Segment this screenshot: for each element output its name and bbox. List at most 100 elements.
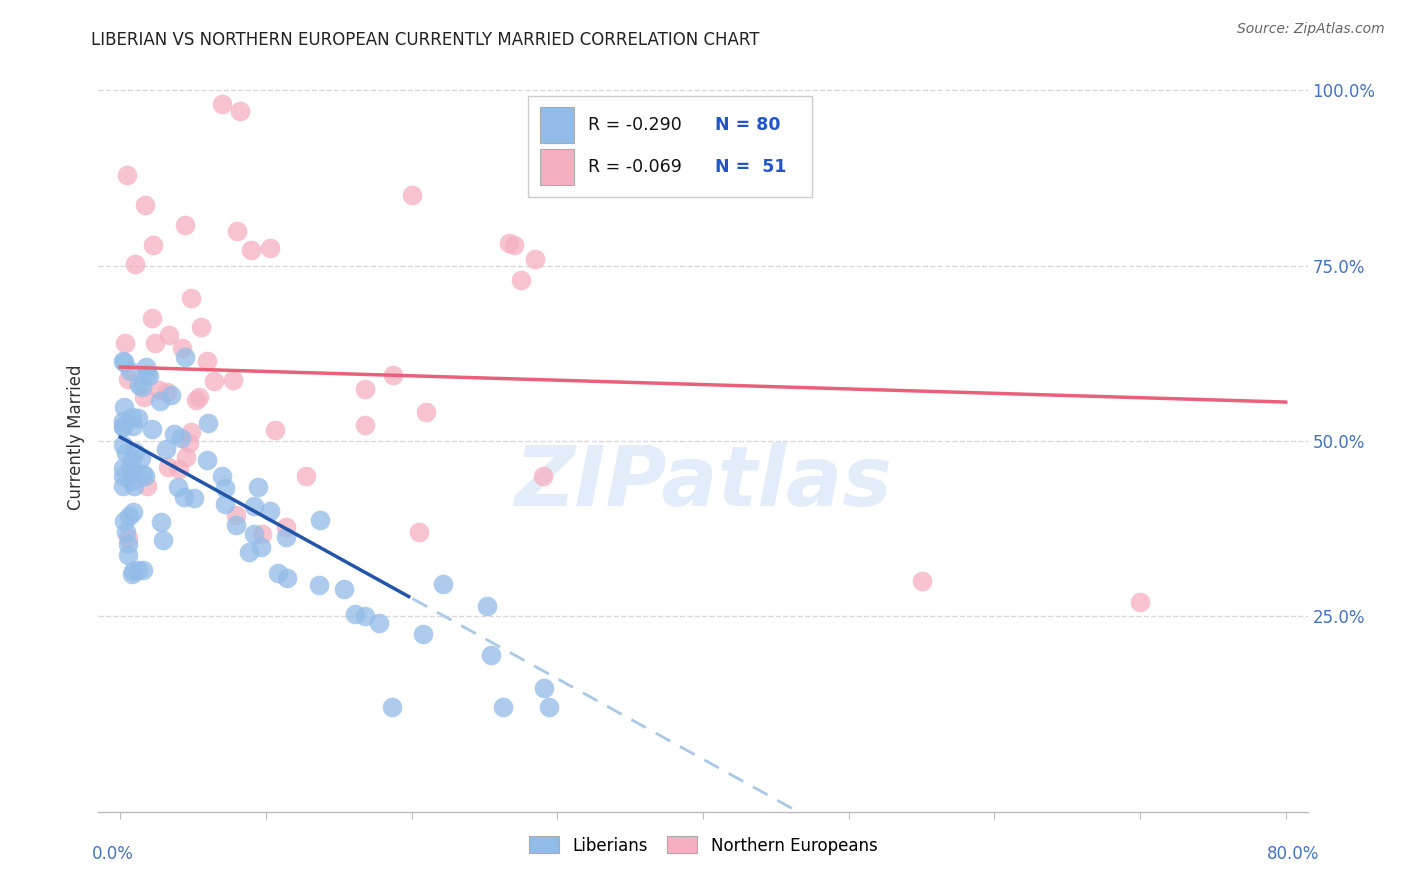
Point	[150, 515, 173, 529]
Point	[169, 431, 191, 445]
Point	[131, 380, 153, 394]
Point	[353, 609, 375, 624]
Point	[222, 373, 245, 387]
Y-axis label: Currently Married: Currently Married	[66, 364, 84, 510]
Point	[128, 377, 150, 392]
Point	[118, 364, 141, 378]
Point	[229, 104, 252, 119]
Point	[148, 383, 170, 397]
Point	[138, 368, 160, 383]
Point	[141, 422, 163, 436]
Point	[538, 699, 561, 714]
Point	[498, 236, 520, 251]
Point	[121, 410, 143, 425]
Point	[152, 533, 174, 547]
Point	[343, 607, 366, 622]
Text: R = -0.069: R = -0.069	[588, 159, 682, 177]
Point	[112, 437, 135, 451]
Point	[135, 359, 157, 374]
Point	[195, 353, 218, 368]
Point	[173, 219, 195, 233]
Point	[132, 391, 155, 405]
Point	[479, 648, 502, 662]
Point	[117, 548, 139, 562]
Point	[163, 427, 186, 442]
Point	[195, 453, 218, 467]
Point	[112, 354, 135, 368]
Point	[157, 327, 180, 342]
Point	[134, 469, 156, 483]
Point	[197, 416, 219, 430]
Point	[190, 320, 212, 334]
Text: 80.0%: 80.0%	[1267, 845, 1319, 863]
Point	[142, 238, 165, 252]
Point	[475, 599, 498, 613]
Point	[188, 390, 211, 404]
Point	[176, 450, 198, 464]
Point	[127, 563, 149, 577]
FancyBboxPatch shape	[527, 96, 811, 197]
Point	[533, 681, 555, 696]
Text: N = 80: N = 80	[716, 116, 780, 134]
Point	[412, 627, 434, 641]
Point	[132, 563, 155, 577]
Point	[177, 436, 200, 450]
Point	[250, 527, 273, 541]
FancyBboxPatch shape	[540, 107, 574, 143]
Point	[243, 499, 266, 513]
Point	[267, 566, 290, 581]
Point	[401, 188, 423, 202]
Point	[121, 475, 143, 489]
Point	[249, 540, 271, 554]
Point	[308, 513, 330, 527]
Point	[112, 468, 135, 483]
Point	[225, 223, 247, 237]
Point	[180, 291, 202, 305]
Point	[121, 505, 143, 519]
Point	[136, 479, 159, 493]
Point	[368, 615, 391, 630]
Point	[115, 168, 138, 182]
Point	[243, 526, 266, 541]
Point	[211, 97, 233, 112]
Point	[263, 423, 285, 437]
Point	[184, 392, 207, 407]
Point	[415, 404, 437, 418]
Point	[112, 515, 135, 529]
Point	[173, 490, 195, 504]
Point	[295, 469, 318, 483]
Point	[120, 461, 142, 475]
Point	[121, 567, 143, 582]
Point	[333, 582, 356, 597]
Point	[124, 257, 146, 271]
Point	[124, 478, 146, 492]
Point	[122, 418, 145, 433]
Point	[381, 699, 404, 714]
Point	[180, 425, 202, 439]
Point	[166, 480, 188, 494]
Point	[149, 393, 172, 408]
Point	[225, 508, 247, 523]
Point	[274, 530, 297, 544]
Point	[112, 355, 135, 369]
Point	[170, 341, 193, 355]
Text: N =  51: N = 51	[716, 159, 786, 177]
Point	[240, 243, 263, 257]
Point	[132, 467, 155, 482]
Point	[159, 388, 181, 402]
Point	[910, 574, 932, 588]
Point	[156, 460, 179, 475]
Point	[202, 375, 225, 389]
Point	[408, 524, 430, 539]
Point	[143, 336, 166, 351]
Point	[122, 465, 145, 479]
Point	[114, 524, 136, 539]
Point	[353, 382, 375, 396]
Point	[117, 372, 139, 386]
Point	[124, 444, 146, 458]
Point	[246, 480, 269, 494]
Point	[259, 242, 281, 256]
Point	[112, 414, 135, 428]
Point	[531, 468, 554, 483]
Point	[225, 518, 247, 533]
